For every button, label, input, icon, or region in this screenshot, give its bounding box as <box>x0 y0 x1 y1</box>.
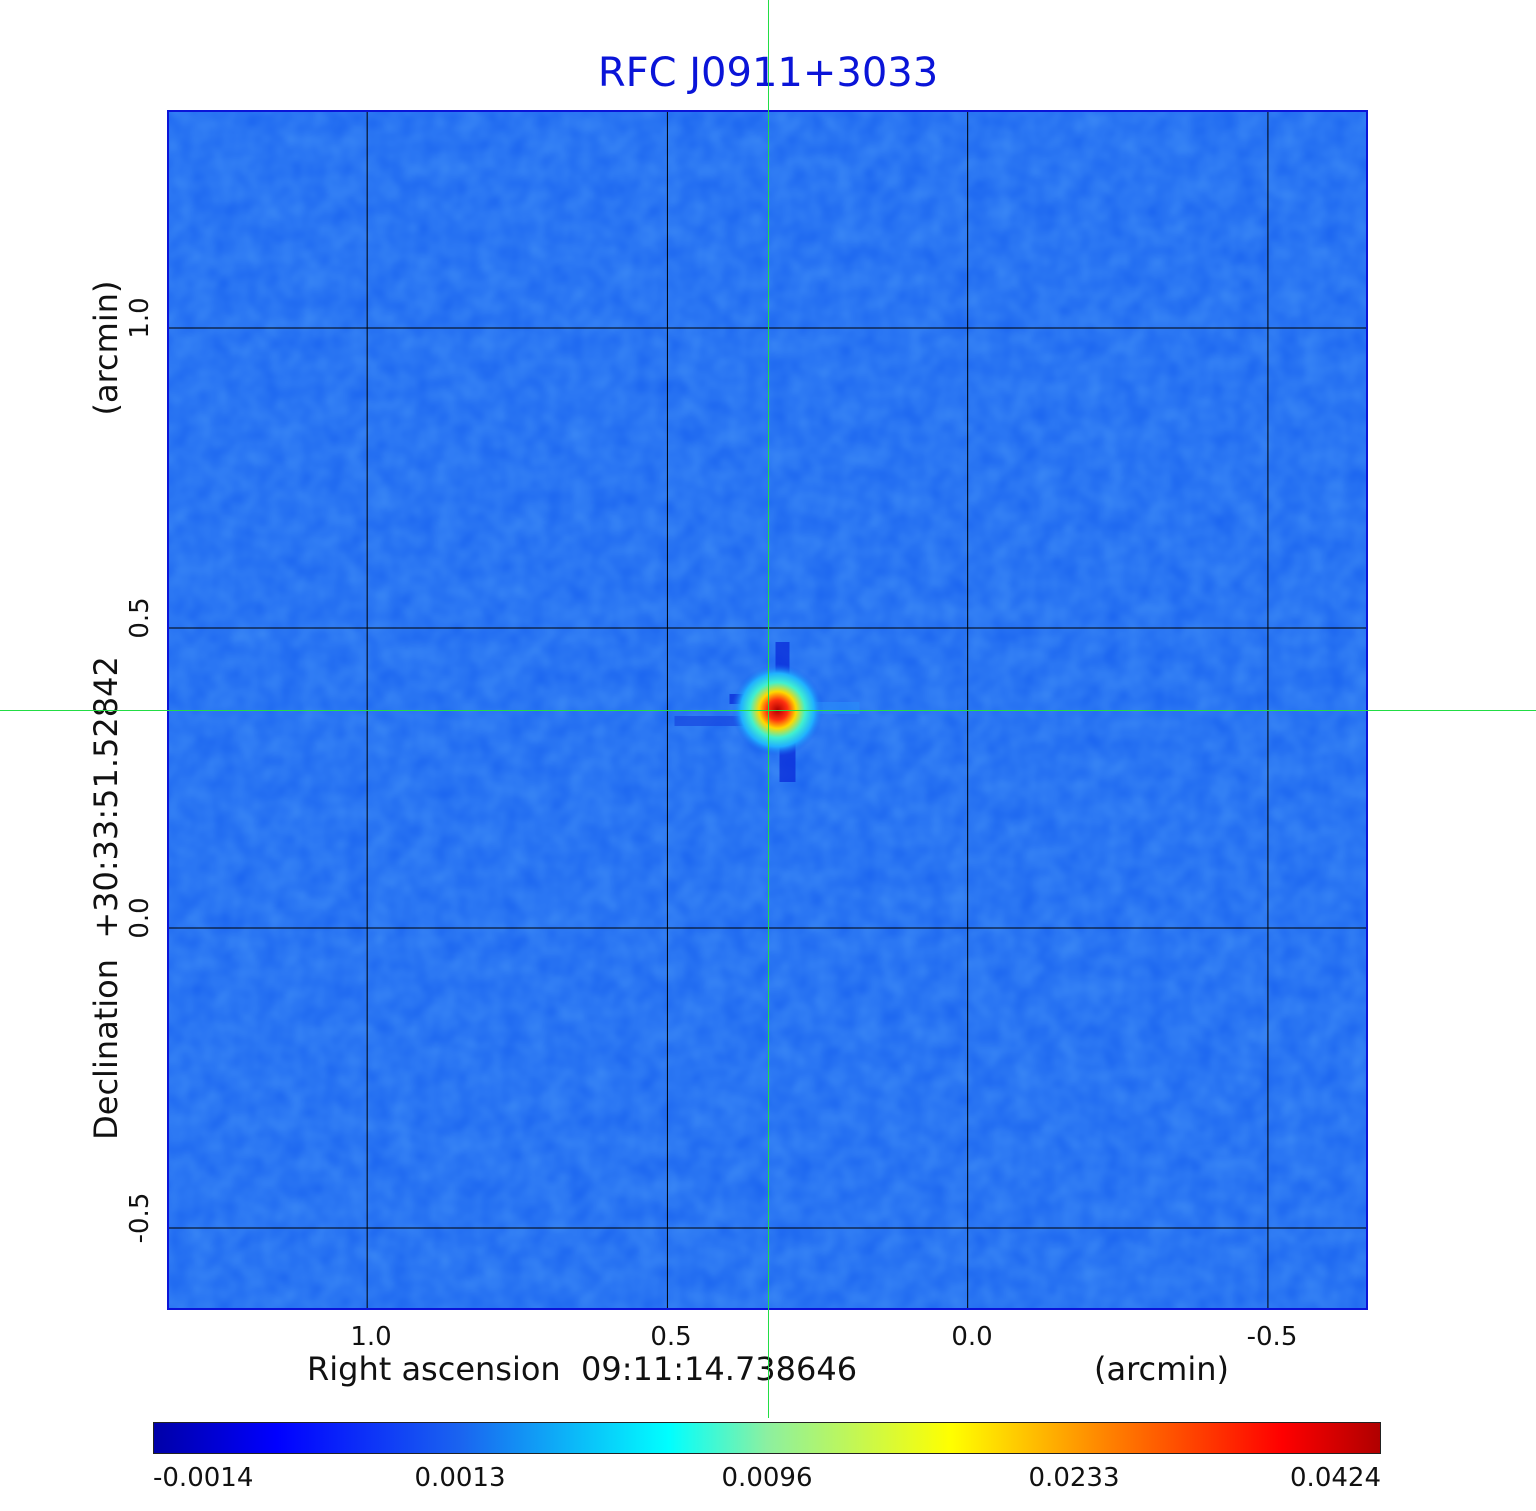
y-tick-label: 1.0 <box>125 297 155 339</box>
crosshair-horizontal <box>0 710 1536 711</box>
colorbar-tick-label: 0.0233 <box>1028 1463 1120 1493</box>
colorbar <box>153 1422 1381 1454</box>
colorbar-tick-label: -0.0014 <box>153 1463 254 1493</box>
x-axis-unit: (arcmin) <box>1094 1350 1229 1388</box>
y-tick-label: 0.0 <box>125 897 155 939</box>
grid-lines <box>169 112 1366 1308</box>
x-tick-label: 0.0 <box>951 1322 993 1352</box>
x-tick-label: 1.0 <box>350 1322 392 1352</box>
y-tick-label: -0.5 <box>125 1192 155 1244</box>
y-axis-unit: (arcmin) <box>87 280 125 416</box>
x-tick-label: -0.5 <box>1246 1322 1298 1352</box>
colorbar-tick-label: 0.0096 <box>721 1463 813 1493</box>
x-tick-label: 0.5 <box>650 1322 692 1352</box>
sidelobe <box>674 716 745 726</box>
crosshair-vertical <box>768 0 769 1418</box>
colorbar-tick-label: 0.0424 <box>1290 1463 1381 1493</box>
chart-title: RFC J0911+3033 <box>597 50 939 96</box>
y-axis-label: Declination +30:33:51.52842 <box>87 656 125 1140</box>
colorbar-tick-label: 0.0013 <box>414 1463 506 1493</box>
y-tick-label: 0.5 <box>125 597 155 639</box>
x-axis-label: Right ascension 09:11:14.738646 <box>307 1350 858 1388</box>
